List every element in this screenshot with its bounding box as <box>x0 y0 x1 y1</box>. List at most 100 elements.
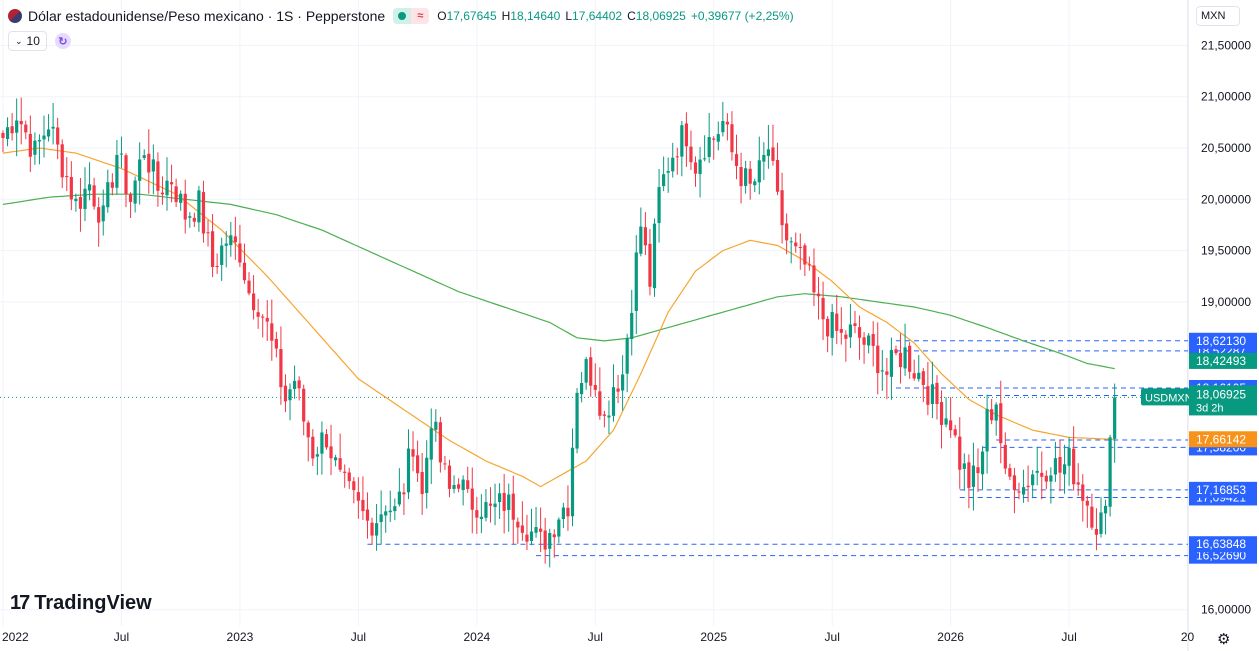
candle-body <box>438 422 442 463</box>
price-tick-label: 16,00000 <box>1201 603 1251 617</box>
candle <box>447 459 452 498</box>
candle <box>420 452 424 515</box>
candle-body <box>133 180 137 204</box>
candle <box>128 192 133 218</box>
candle-body <box>734 154 739 166</box>
candle-body <box>1049 475 1053 482</box>
candle-body <box>520 525 524 533</box>
candle-body <box>283 385 288 402</box>
candle <box>1067 437 1071 486</box>
market-open-icon[interactable] <box>393 8 412 24</box>
candle <box>625 333 629 393</box>
candle <box>443 455 447 470</box>
candle-body <box>557 519 561 537</box>
candle <box>757 136 761 195</box>
candle-body <box>826 318 830 337</box>
candle-body <box>712 138 716 140</box>
candle <box>775 142 780 196</box>
candle <box>561 502 565 529</box>
candle <box>101 189 105 236</box>
candle-body <box>835 313 839 331</box>
candle <box>835 294 839 345</box>
candle <box>343 464 347 488</box>
candle-body <box>420 471 424 495</box>
candle <box>37 134 42 165</box>
candle <box>643 212 647 256</box>
candle <box>151 144 155 195</box>
candle <box>734 134 739 180</box>
candle <box>5 117 10 147</box>
gear-icon[interactable]: ⚙ <box>1217 631 1231 648</box>
candle-body <box>192 217 196 222</box>
tradingview-logo-mark: 17 <box>10 592 30 614</box>
candle-body <box>607 415 611 418</box>
indicator-toggle[interactable]: ⌄ 10 <box>8 31 47 51</box>
candle <box>703 135 707 162</box>
candle-body <box>470 488 474 510</box>
candle-body <box>138 159 142 181</box>
candle <box>97 197 101 247</box>
symbol-title[interactable]: Dólar estadounidense/Peso mexicano · 1S … <box>28 8 386 24</box>
candle <box>261 314 265 338</box>
ohlc-open: O17,67645 <box>437 9 497 23</box>
approx-icon[interactable]: ≈ <box>411 8 430 24</box>
candle-body <box>434 421 438 430</box>
currency-button[interactable]: MXN <box>1196 6 1240 26</box>
candle <box>1035 446 1039 486</box>
candle-body <box>643 227 647 246</box>
candle <box>862 332 866 364</box>
countdown-text: 3d 2h <box>1196 402 1224 414</box>
candle-body <box>539 528 543 532</box>
candle-body <box>498 493 502 503</box>
candle <box>639 207 643 257</box>
tradingview-logo[interactable]: 17 TradingView <box>10 592 152 615</box>
candle-body <box>648 243 652 287</box>
candle <box>352 477 356 504</box>
candle <box>684 112 688 167</box>
candle-body <box>675 156 679 158</box>
market-status[interactable]: ≈ <box>393 8 430 24</box>
candle <box>224 231 228 268</box>
candle <box>69 161 73 211</box>
candle-body <box>456 484 461 489</box>
ohlc-close: C18,06925 <box>627 9 686 23</box>
candle <box>520 501 524 541</box>
candle <box>816 277 821 320</box>
candle-body <box>311 436 315 459</box>
refresh-icon[interactable]: ↻ <box>54 33 71 49</box>
candle-body <box>962 463 966 469</box>
level-tag-text: 16,63848 <box>1196 537 1246 551</box>
time-tick-label: 2022 <box>2 630 29 644</box>
candle-body <box>657 187 661 224</box>
price-tick-label: 20,00000 <box>1201 192 1251 206</box>
candle-body <box>160 192 165 195</box>
price-axis[interactable]: 21,50000 21,00000 20,50000 20,00000 19,50000… <box>1201 38 1251 616</box>
candle <box>283 374 288 413</box>
candle <box>812 248 816 307</box>
candle-body <box>452 485 456 489</box>
candle-body <box>611 387 616 416</box>
candle <box>753 178 757 193</box>
candle-body <box>630 312 634 339</box>
ma200-path <box>2 193 1115 370</box>
candle-body <box>707 137 711 157</box>
candle <box>712 136 716 160</box>
time-axis[interactable]: 2022 Jul 2023 Jul 2024 Jul 2025 Jul 2026 Jul 20 <box>2 630 1195 644</box>
candle <box>798 233 802 270</box>
candle <box>698 146 702 198</box>
candle <box>1058 440 1062 492</box>
ma-tag-bg <box>1189 352 1257 369</box>
candle-body <box>183 193 187 220</box>
candle <box>297 376 301 401</box>
candle-body <box>666 171 670 173</box>
candle <box>138 142 142 205</box>
symbol-tag-bg <box>1141 388 1191 406</box>
candle <box>133 176 137 213</box>
candle-body <box>1 132 5 139</box>
ohlc-high: H18,14640 <box>501 9 561 23</box>
candle <box>675 147 679 175</box>
candle <box>147 129 151 194</box>
candle-body <box>725 121 730 125</box>
candle <box>857 315 862 360</box>
